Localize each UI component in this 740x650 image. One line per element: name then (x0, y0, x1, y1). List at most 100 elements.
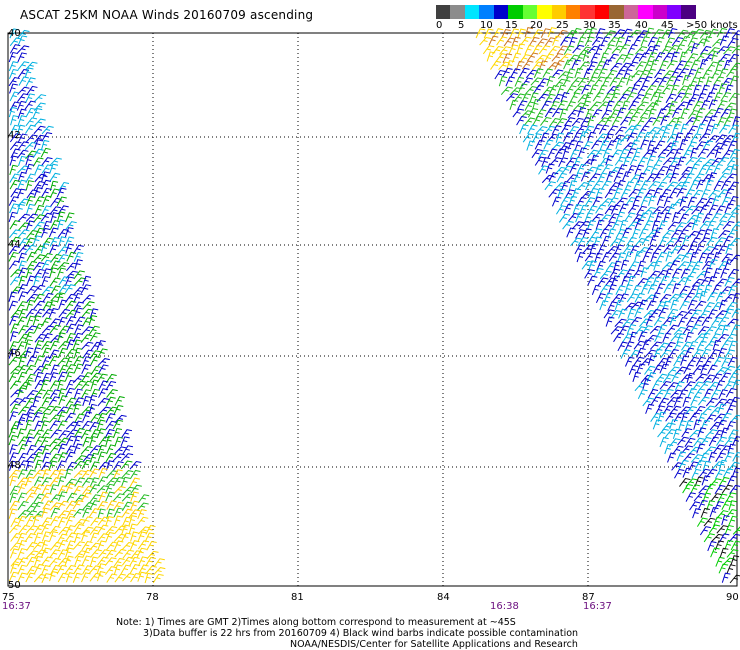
wind-barb (562, 146, 572, 158)
wind-barb (50, 507, 61, 518)
wind-barb (704, 326, 717, 335)
wind-barb (56, 406, 69, 416)
wind-barb (8, 300, 19, 311)
wind-barb (650, 59, 660, 70)
wind-barb (630, 139, 640, 150)
wind-barb (560, 92, 570, 103)
wind-barb (17, 371, 28, 382)
wind-barb (613, 172, 624, 183)
colorbar-label: 35 (608, 20, 621, 31)
wind-barb (34, 268, 45, 279)
wind-barb (89, 452, 99, 463)
wind-barb (49, 267, 58, 278)
wind-barb (708, 524, 721, 534)
wind-barb (704, 124, 714, 136)
wind-barb (41, 565, 51, 576)
wind-barb (715, 366, 728, 376)
wind-barb (593, 267, 604, 278)
wind-barb (718, 476, 730, 487)
wind-barb (692, 115, 703, 126)
wind-barb (572, 44, 585, 54)
wind-barb (607, 301, 618, 312)
wind-barb (685, 261, 697, 271)
wind-barb (540, 116, 552, 126)
wind-barb (26, 502, 39, 512)
wind-barb (624, 212, 636, 222)
wind-barb (628, 100, 639, 111)
wind-barb (33, 493, 45, 503)
wind-barb (88, 508, 100, 518)
wind-barb (682, 325, 694, 335)
wind-barb (686, 214, 699, 224)
wind-barb (33, 102, 46, 112)
wind-barb (564, 117, 576, 127)
lat-label-48: 48 (8, 460, 21, 471)
wind-barb (629, 29, 642, 39)
wind-barb (73, 435, 83, 446)
wind-barb (687, 53, 699, 63)
wind-barb (645, 403, 655, 414)
wind-barb (65, 500, 78, 510)
wind-barb (89, 372, 102, 382)
wind-barb (57, 452, 68, 462)
wind-barb (669, 438, 681, 448)
colorbar-segment (565, 5, 581, 19)
wind-barb (658, 76, 670, 87)
wind-barb (65, 270, 78, 279)
wind-barb (97, 501, 108, 511)
wind-barb (516, 115, 527, 126)
wind-barb (82, 275, 92, 287)
wind-barb (640, 196, 651, 207)
wind-barb (90, 355, 101, 366)
wind-barb (17, 252, 27, 263)
wind-barb (728, 372, 739, 383)
wind-barb (114, 548, 127, 558)
wind-barb (33, 469, 45, 479)
wind-barb (663, 388, 674, 399)
wind-barb (703, 284, 713, 295)
wind-barb (18, 443, 28, 454)
wind-barb (565, 157, 578, 167)
wind-barb (567, 109, 580, 119)
wind-barb (726, 229, 738, 239)
wind-barb (41, 259, 52, 270)
wind-barb (719, 445, 732, 455)
wind-barb (659, 380, 672, 390)
wind-barb (695, 356, 707, 367)
wind-barb (17, 133, 28, 144)
wind-barb (137, 509, 147, 520)
wind-barb (721, 484, 733, 494)
wind-barb (48, 355, 60, 366)
wind-barb (655, 212, 664, 223)
wind-barb (72, 332, 83, 343)
wind-barb (9, 542, 22, 552)
wind-barb (538, 149, 549, 160)
wind-barb (657, 411, 667, 422)
wind-barb (65, 300, 77, 310)
wind-barb (81, 540, 93, 551)
wind-barb (700, 100, 711, 111)
wind-barb (631, 284, 642, 295)
wind-barb (567, 139, 578, 150)
wind-barb (40, 317, 52, 327)
wind-barb (693, 419, 702, 430)
wind-barb (98, 406, 111, 415)
wind-barb (575, 125, 588, 134)
wind-barb (121, 493, 135, 502)
wind-barb (557, 188, 566, 199)
wind-barb (483, 28, 494, 39)
wind-barb (634, 219, 644, 230)
wind-barb (726, 421, 736, 431)
wind-barb (715, 556, 725, 567)
wind-barb (33, 308, 46, 318)
wind-barb (9, 380, 22, 390)
wind-barb (66, 323, 77, 334)
wind-barb (694, 405, 706, 416)
wind-barb (713, 429, 724, 440)
wind-barb (72, 403, 82, 415)
wind-barb (667, 117, 680, 127)
wind-barb (64, 371, 75, 382)
colorbar-segment (508, 5, 523, 19)
wind-barb (97, 358, 110, 367)
wind-barb (599, 300, 609, 311)
